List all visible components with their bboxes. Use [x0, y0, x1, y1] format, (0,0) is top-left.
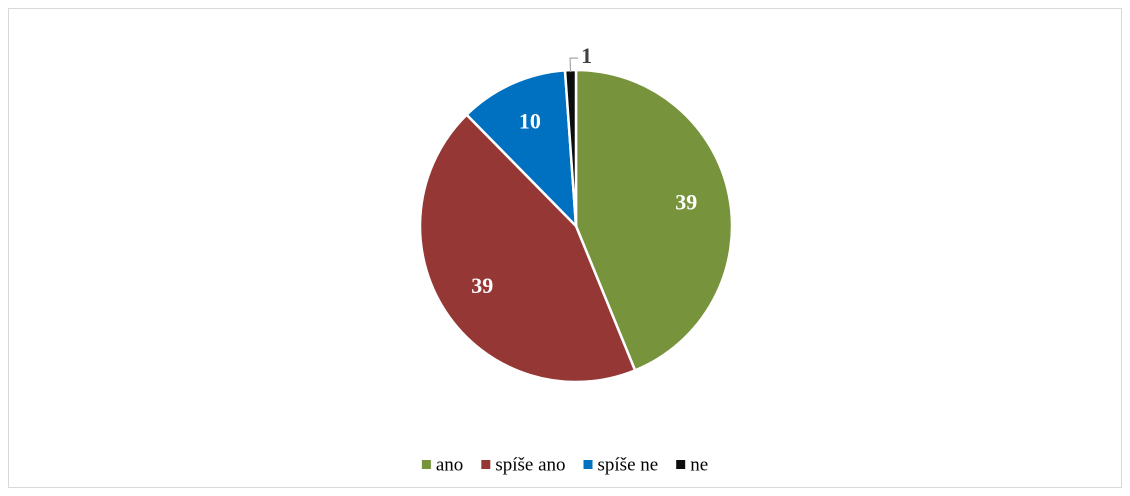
leader-line — [569, 57, 579, 73]
legend-swatch — [583, 460, 593, 469]
pie-slice — [418, 112, 637, 384]
legend-label: ne — [690, 454, 708, 475]
data-label: 39 — [471, 273, 493, 298]
pie-slice — [574, 68, 734, 373]
pie-slice — [464, 69, 578, 230]
legend-label: ano — [436, 454, 463, 475]
legend-swatch — [421, 460, 431, 469]
legend-label: spíše ne — [598, 454, 659, 475]
legend-label: spíše ano — [495, 454, 565, 475]
legend-swatch — [676, 460, 686, 469]
data-label: 10 — [519, 109, 541, 134]
data-label: 1 — [581, 43, 592, 68]
legend-swatch — [481, 460, 491, 469]
data-label: 39 — [675, 189, 697, 214]
